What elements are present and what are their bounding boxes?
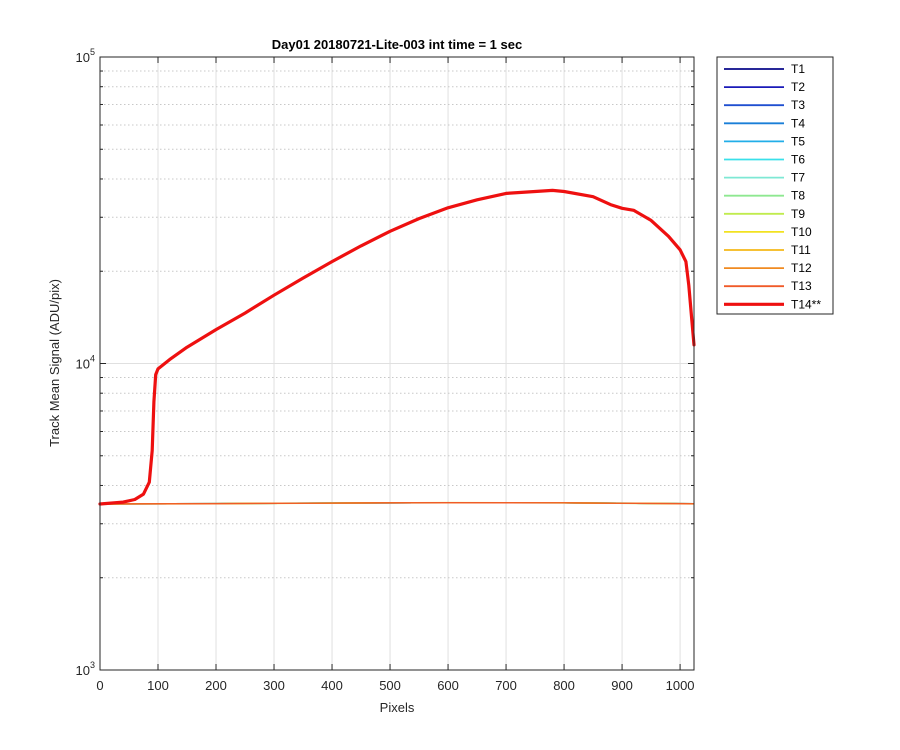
legend-label-t13: T13 (791, 279, 812, 293)
legend-label-t4: T4 (791, 116, 805, 130)
legend-label-t9: T9 (791, 207, 805, 221)
x-tick-label-8: 800 (553, 678, 575, 693)
legend-label-t5: T5 (791, 134, 805, 148)
x-tick-label-1: 100 (147, 678, 169, 693)
legend-label-t8: T8 (791, 189, 805, 203)
y-tick-label-0: 103 (76, 660, 95, 678)
y-axis: 103 104 105 (76, 47, 694, 678)
y-tick-label-1: 104 (76, 354, 95, 372)
chart-title: Day01 20180721-Lite-003 int time = 1 sec (272, 37, 522, 52)
y-tick-label-2: 105 (76, 47, 95, 65)
series-line-t14 (98, 188, 696, 506)
x-axis-label: Pixels (380, 700, 415, 715)
legend-label-t11: T11 (791, 243, 811, 257)
legend-label-t1: T1 (791, 62, 805, 76)
series-line-t13 (99, 502, 695, 505)
legend-label-t14: T14** (791, 297, 821, 311)
grid (100, 57, 694, 670)
legend: T1 T2 T3 T4 T5 T6 T7 T8 T9 T10 T11 T12 T13 T14** (716, 56, 834, 315)
legend-label-t3: T3 (791, 98, 805, 112)
x-tick-label-7: 700 (495, 678, 517, 693)
legend-label-t6: T6 (791, 153, 805, 167)
y-axis-label: Track Mean Signal (ADU/pix) (47, 279, 62, 447)
x-tick-label-4: 400 (321, 678, 343, 693)
legend-label-t12: T12 (791, 261, 812, 275)
x-tick-label-5: 500 (379, 678, 401, 693)
x-tick-label-9: 900 (611, 678, 633, 693)
series-layer (98, 188, 696, 506)
x-axis: 0 100 200 300 400 500 600 700 800 900 1000 (96, 57, 695, 693)
legend-label-t2: T2 (791, 80, 805, 94)
x-tick-label-3: 300 (263, 678, 285, 693)
legend-label-t10: T10 (791, 225, 812, 239)
x-tick-label-10: 1000 (666, 678, 695, 693)
legend-box (716, 56, 834, 315)
x-tick-label-0: 0 (96, 678, 103, 693)
x-tick-label-2: 200 (205, 678, 227, 693)
legend-label-t7: T7 (791, 171, 805, 185)
x-tick-label-6: 600 (437, 678, 459, 693)
